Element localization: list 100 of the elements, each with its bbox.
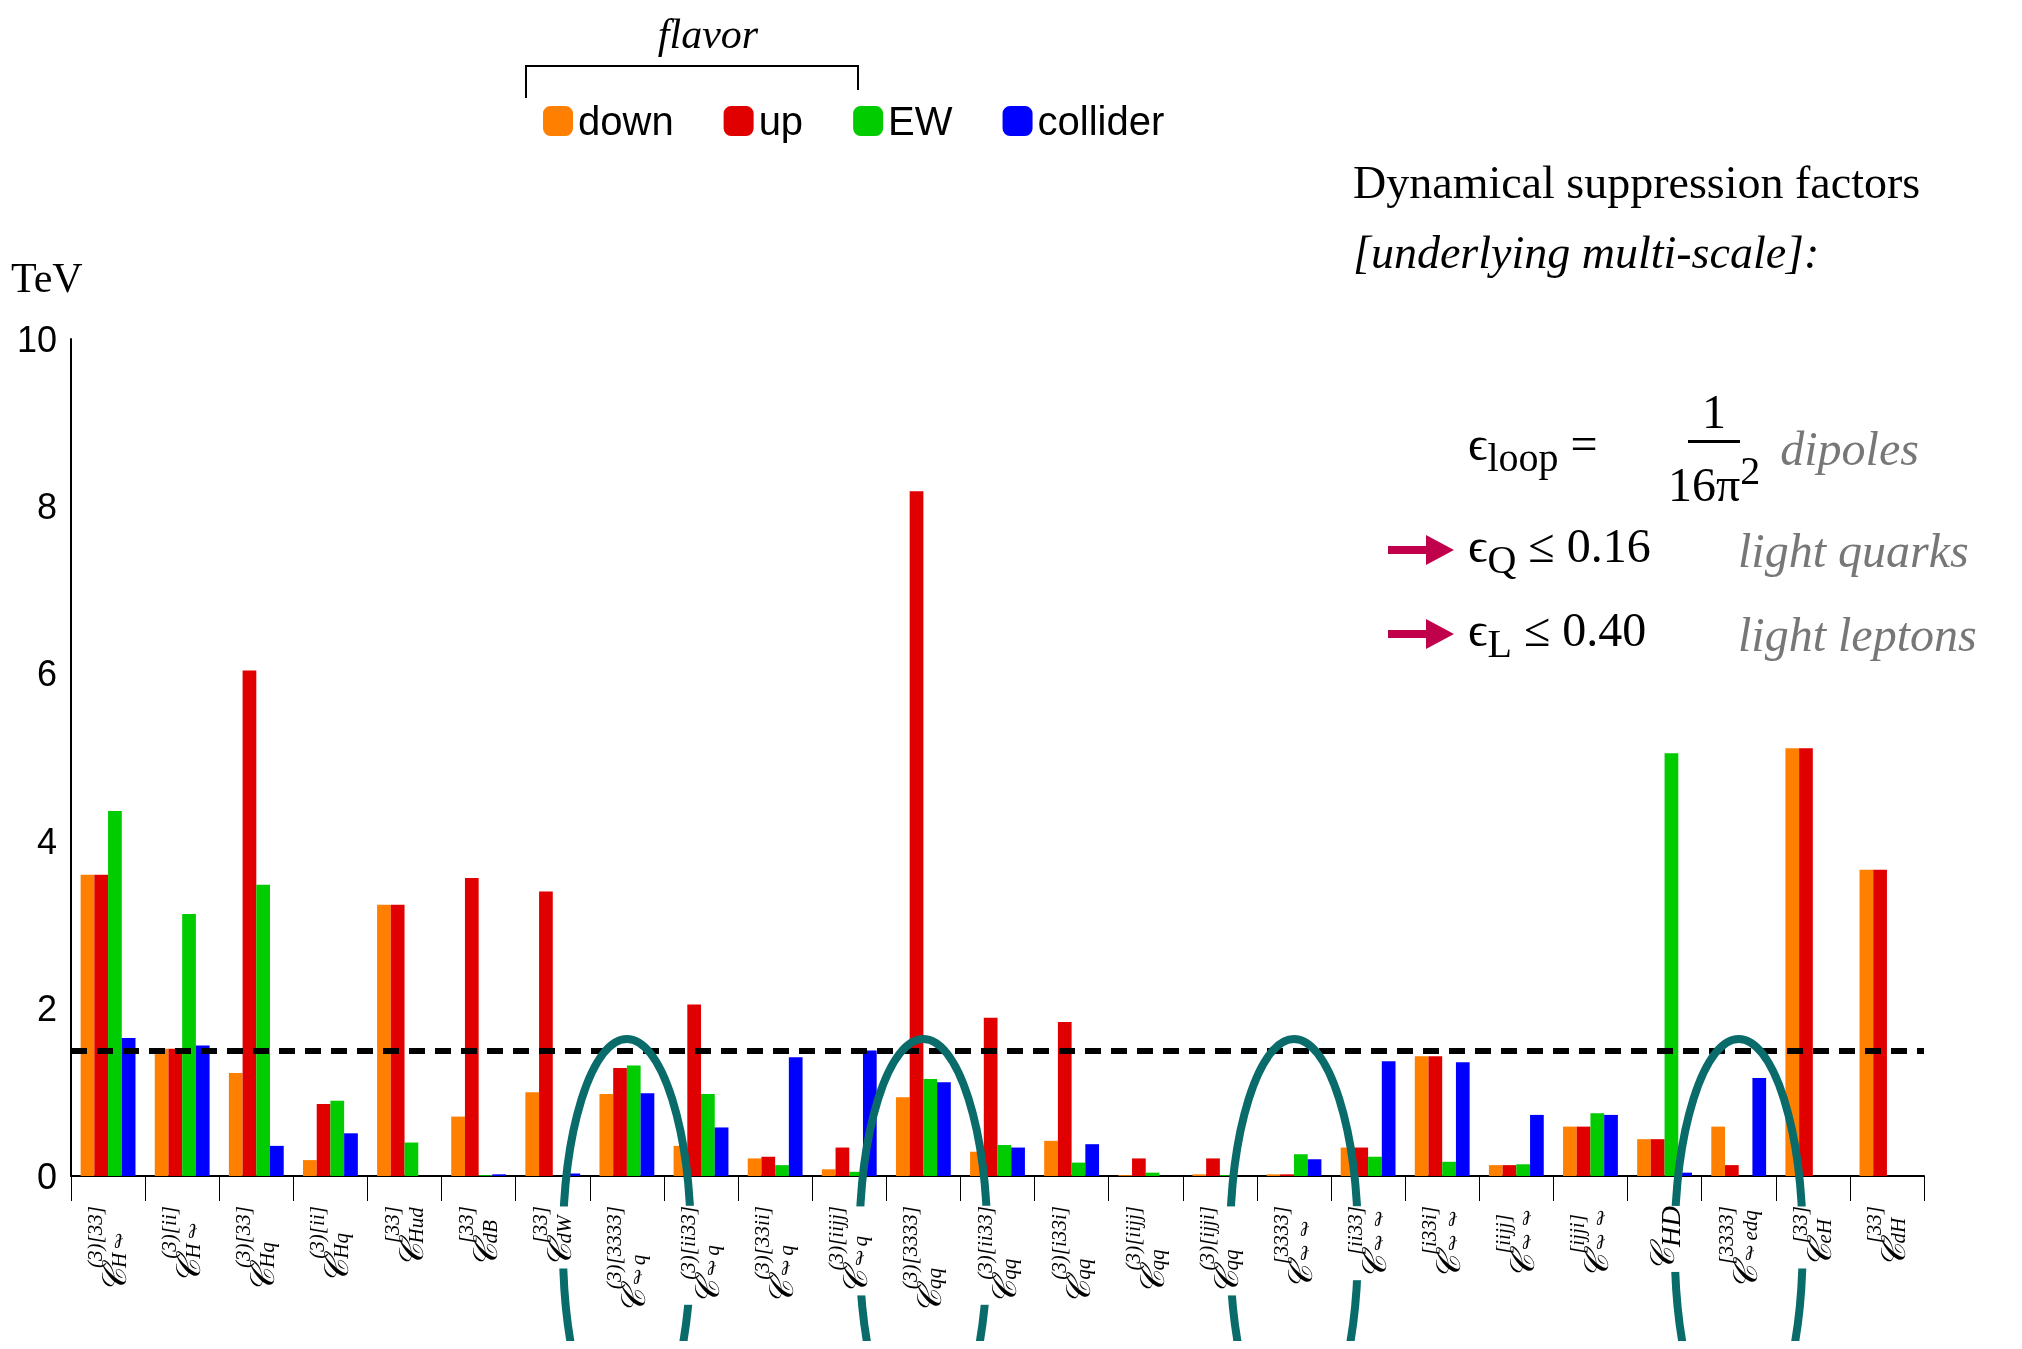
x-tick-label: 𝒞(3)[iijj]qq [1120, 1206, 1171, 1296]
bar [1044, 1140, 1058, 1176]
bar [714, 1127, 729, 1176]
x-tick-label: 𝒞[33]eH [1787, 1206, 1838, 1269]
x-tick-label: 𝒞[33]dW [527, 1206, 578, 1269]
bar [242, 670, 257, 1176]
x-tick-label: 𝒞[33]Hud [379, 1206, 430, 1269]
legend-label: EW [888, 99, 953, 143]
bar [1563, 1126, 1577, 1176]
bar [121, 1037, 136, 1176]
bar [788, 1057, 803, 1176]
x-tick-label: 𝒞[33]dH [1861, 1206, 1912, 1269]
bar [997, 1145, 1012, 1176]
x-tick-label: 𝒞[3333]ℓedq [1713, 1206, 1764, 1290]
bar [1057, 1021, 1072, 1176]
bar [1576, 1126, 1591, 1176]
legend-label: collider [1037, 99, 1165, 143]
annotation: 16π$^{2}$ [1668, 446, 1761, 513]
bar [94, 874, 109, 1176]
bar [1664, 753, 1679, 1176]
bar [316, 1104, 331, 1176]
bar [1488, 1165, 1503, 1176]
x-tick-label: 𝒞[ii33]ℓℓ [1342, 1206, 1393, 1281]
x-tick-label: 𝒞(3)[33ii]ℓq [749, 1206, 800, 1305]
annotation: ϵ$_{Q}$ ≤ 0.16 [1468, 517, 1652, 583]
x-tick-label: 𝒞[iijj]ℓℓ [1491, 1206, 1542, 1279]
bar [228, 1073, 243, 1176]
bar [1752, 1078, 1767, 1176]
annotation: ϵ$_{L}$ ≤ 0.40 [1468, 601, 1648, 667]
bar [1604, 1114, 1618, 1176]
y-tick-label: 2 [36, 988, 57, 1030]
bar [1206, 1158, 1220, 1176]
bar [1085, 1144, 1100, 1176]
x-tick-label: 𝒞(3)[ii]Hℓ [156, 1206, 207, 1284]
bar [626, 1065, 641, 1176]
bar [937, 1082, 951, 1176]
bar [599, 1093, 614, 1176]
bar [195, 1045, 210, 1176]
y-tick-label: 8 [36, 485, 57, 527]
bar [404, 1142, 419, 1176]
x-tick-label: 𝒞[i33i]ℓℓ [1417, 1206, 1468, 1281]
x-tick-label: 𝒞(3)[3333]qq [898, 1206, 949, 1315]
bar [1381, 1061, 1396, 1176]
text: [underlying multi-scale]: [1353, 227, 1820, 278]
bar [687, 1004, 702, 1176]
bar [909, 491, 924, 1176]
bar [747, 1158, 762, 1176]
bar [821, 1169, 836, 1176]
x-tick-label: 𝒞(3)[ii]Hq [305, 1206, 356, 1284]
bar [1530, 1114, 1544, 1176]
bar [303, 1160, 317, 1176]
x-tick-label: 𝒞[3333]ℓℓ [1268, 1206, 1319, 1290]
bar [1799, 748, 1813, 1176]
bar [835, 1147, 850, 1176]
legend-label: down [578, 99, 674, 143]
bar [330, 1100, 345, 1176]
x-tick-label: 𝒞[ijji]ℓℓ [1565, 1206, 1616, 1279]
bar [539, 891, 553, 1176]
bar [1724, 1165, 1739, 1176]
annotation: light leptons [1738, 606, 1977, 662]
bar [1428, 1056, 1443, 1176]
bar [1368, 1156, 1382, 1176]
bar [390, 904, 405, 1176]
y-tick-label: 10 [16, 318, 57, 360]
x-tick-label: 𝒞(3)[33]Hℓ [82, 1206, 133, 1294]
bar [377, 904, 391, 1176]
bar [80, 874, 95, 1176]
bar [344, 1133, 358, 1176]
bar [1455, 1062, 1470, 1176]
bar [1502, 1165, 1517, 1176]
bar [701, 1093, 715, 1176]
bar [1859, 869, 1874, 1176]
annotation: dipoles [1780, 420, 1919, 476]
bar [613, 1068, 627, 1176]
bar [1442, 1161, 1456, 1176]
bar [451, 1116, 465, 1176]
bar [1711, 1126, 1725, 1176]
text: Dynamical suppression factors [1353, 157, 1921, 208]
bar [108, 811, 122, 1176]
bar [525, 1092, 540, 1176]
x-tick-label: 𝒞(3)[ii33]qq [972, 1206, 1023, 1305]
annotation: ϵ$_{loop}$ = [1468, 415, 1599, 481]
bar [1414, 1056, 1429, 1176]
x-tick-label: 𝒞(3)[ii33]ℓq [675, 1206, 726, 1305]
bar [1071, 1162, 1086, 1176]
legend-title: flavor [656, 10, 760, 58]
annotation: 1 [1688, 383, 1741, 443]
x-tick-label: 𝒞[33]dB [453, 1206, 504, 1269]
bar [775, 1165, 789, 1176]
y-tick-label: 4 [36, 820, 57, 862]
bar [182, 914, 196, 1176]
bar [270, 1145, 284, 1176]
bar [640, 1093, 655, 1176]
y-tick-label: 6 [36, 653, 57, 695]
bar [1590, 1113, 1605, 1176]
bar [1637, 1139, 1651, 1176]
y-tick-label: 0 [36, 1155, 57, 1197]
x-tick-label: 𝒞(3)[i33i]qq [1046, 1206, 1097, 1305]
bar [983, 1017, 998, 1176]
bar [1650, 1139, 1665, 1176]
